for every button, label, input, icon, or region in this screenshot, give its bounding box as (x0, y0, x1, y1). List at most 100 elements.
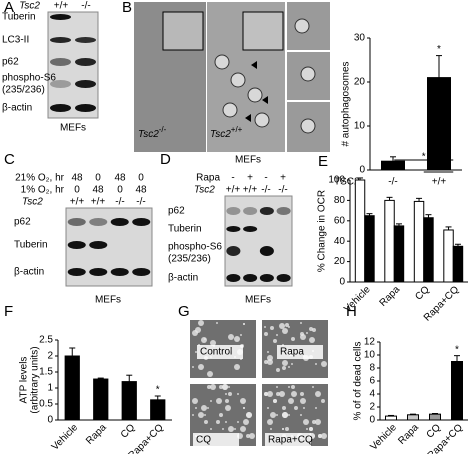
vesicle (214, 54, 230, 70)
band (89, 241, 108, 249)
bar (451, 361, 463, 421)
caption: MEFs (235, 155, 261, 166)
cell (291, 337, 295, 341)
cell (300, 392, 304, 396)
y-tick-label: 2 (47, 351, 53, 362)
bar (354, 179, 366, 283)
y-tick-label: 1.5 (39, 367, 53, 378)
y-tick-label: 0 (339, 277, 345, 288)
significance-label: * (156, 385, 160, 396)
vesicle (247, 87, 263, 103)
cell (288, 366, 290, 368)
vesicle (294, 18, 310, 34)
cell (243, 419, 249, 425)
x-tick-label: +/+ (432, 177, 447, 188)
row-label: p62 (2, 57, 19, 68)
gene: Tsc2 (138, 129, 159, 140)
cell (195, 407, 197, 409)
cell (234, 336, 240, 342)
band (67, 241, 86, 249)
y-tick-label: 0 (369, 415, 375, 426)
genotype: -/- (159, 125, 167, 134)
label-bg (265, 433, 311, 447)
genotype-label: +/+ (243, 185, 258, 196)
cell (240, 398, 246, 404)
row-label: p62 (14, 217, 31, 228)
cell (285, 427, 289, 431)
cell (321, 361, 327, 367)
condition-value: 0 (95, 173, 101, 184)
cell (228, 386, 230, 388)
cell (195, 327, 201, 333)
label-bg (193, 433, 239, 447)
cell (243, 323, 245, 325)
cell (270, 412, 276, 418)
caption: MEFs (95, 295, 121, 306)
cell (264, 326, 266, 328)
genotype: +/+ (231, 125, 243, 134)
condition-value: 48 (114, 173, 126, 184)
panel-letter: A (4, 0, 14, 16)
bar (93, 378, 109, 421)
cell (309, 427, 313, 431)
cell (291, 391, 297, 397)
band (89, 268, 108, 276)
cell (201, 337, 207, 343)
image-label: Rapa (280, 347, 304, 358)
cell (216, 420, 220, 424)
cell (288, 326, 290, 328)
bar (384, 199, 395, 283)
cell (249, 433, 255, 439)
cell (321, 399, 325, 403)
row-label: (235/236) (168, 254, 211, 265)
caption: MEFs (245, 295, 271, 306)
row-label: β-actin (14, 267, 44, 278)
condition-label: 1% O₂, hr (21, 185, 65, 196)
cell (222, 384, 228, 390)
cell (201, 405, 207, 411)
y-tick-label: 30 (354, 33, 366, 44)
cell (240, 334, 242, 336)
treatment-value: - (264, 173, 267, 184)
bar (429, 413, 441, 421)
y-axis-label: ATP levels (19, 357, 30, 404)
cell (282, 366, 286, 370)
cell (234, 428, 236, 430)
x-tick-label: Vehicle (50, 422, 81, 453)
treatment-value: - (231, 173, 234, 184)
comparison-label: * (422, 152, 426, 163)
treatment-value: + (280, 173, 286, 184)
y-tick-label: 1 (47, 383, 53, 394)
band (110, 218, 129, 226)
cell (300, 414, 302, 416)
row-label: β-actin (168, 273, 198, 284)
band (50, 14, 71, 20)
panel-letter: C (4, 151, 15, 168)
genotype-label: +/+ (226, 185, 241, 196)
bar (64, 355, 80, 421)
treatment-label: Rapa (196, 173, 220, 184)
band (50, 37, 71, 43)
cell (228, 392, 232, 396)
cell (225, 421, 227, 423)
cell (267, 391, 273, 397)
cell (267, 351, 269, 353)
cell (312, 420, 316, 424)
cell (276, 386, 278, 388)
cell (276, 414, 278, 416)
x-tick-label: CQ (413, 284, 432, 303)
y-tick-label: 10 (354, 121, 366, 132)
cell (276, 368, 280, 372)
cell (306, 428, 308, 430)
cell (291, 363, 293, 365)
cell (300, 398, 306, 404)
y-tick-label: 100 (328, 175, 345, 186)
cell (285, 323, 289, 327)
significance-label: * (437, 44, 441, 55)
cell (198, 320, 204, 326)
x-tick-label: Rapa (396, 422, 421, 447)
bar (452, 245, 464, 283)
y-tick-label: 20 (334, 256, 346, 267)
row-label: phospho-S6 (168, 242, 222, 253)
label-bg (277, 345, 323, 359)
